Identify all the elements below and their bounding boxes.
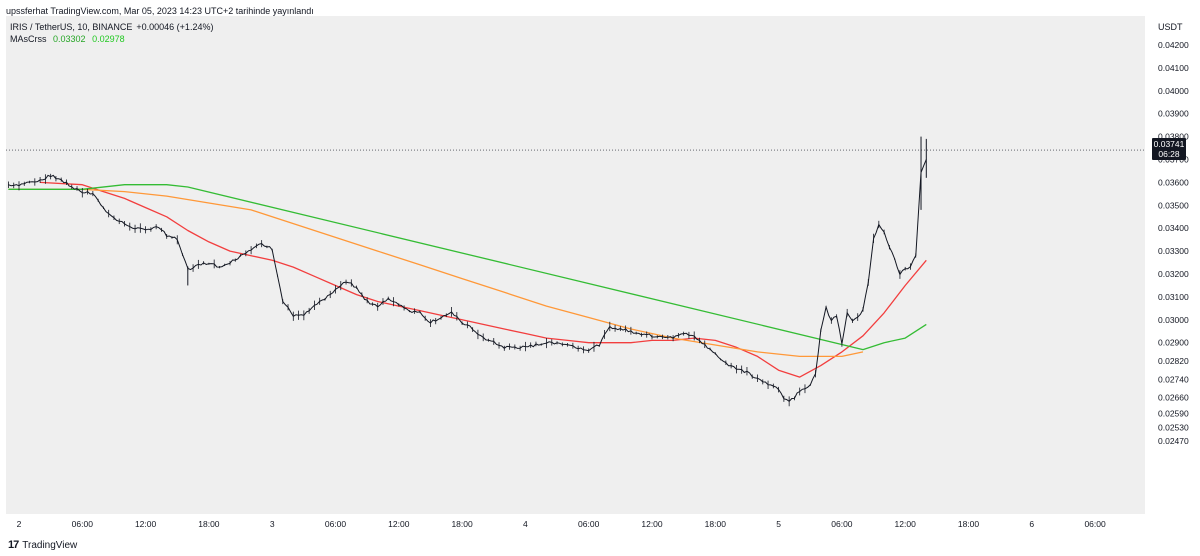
tradingview-logo[interactable]: 17 TradingView: [8, 539, 77, 551]
x-tick-label: 5: [776, 519, 781, 529]
y-tick-label: 0.03800: [1158, 132, 1189, 142]
plot-area: [6, 16, 1145, 514]
ma-fast-line: [40, 181, 927, 378]
moving-averages: [8, 181, 927, 378]
current-price: 0.03741: [1153, 139, 1185, 149]
bar-countdown: 06:28: [1158, 149, 1180, 159]
y-tick-label: 0.02530: [1158, 422, 1189, 432]
y-tick-label: 0.02590: [1158, 409, 1189, 419]
x-tick-label: 12:00: [641, 519, 663, 529]
x-tick-label: 12:00: [135, 519, 157, 529]
ma-slow-line: [8, 188, 864, 358]
x-axis-labels: 2 06:00 12:00 18:00 3 06:00 12:00 18:00 4 06:00 12…: [17, 519, 1106, 529]
tradingview-logo-text: TradingView: [22, 539, 78, 551]
x-tick-label: 06:00: [72, 519, 94, 529]
ma-cross-line: [8, 184, 927, 351]
symbol-title: IRIS / TetherUS, 10, BINANCE: [10, 22, 133, 32]
y-axis-labels: 0.042000.041000.040000.039000.038000.037…: [1158, 40, 1189, 446]
x-tick-label: 6: [1029, 519, 1034, 529]
y-tick-label: 0.04200: [1158, 40, 1189, 50]
x-tick-label: 12:00: [895, 519, 917, 529]
x-tick-label: 06:00: [831, 519, 853, 529]
x-tick-label: 06:00: [325, 519, 347, 529]
y-tick-label: 0.04000: [1158, 86, 1189, 96]
x-tick-label: 3: [270, 519, 275, 529]
price-unit: USDT: [1158, 22, 1183, 32]
x-tick-label: 2: [17, 519, 22, 529]
price-change: +0.00046 (+1.24%): [136, 22, 214, 32]
y-tick-label: 0.03400: [1158, 223, 1189, 233]
x-tick-label: 06:00: [578, 519, 600, 529]
current-price-badge: 0.03741 06:28: [1152, 138, 1186, 160]
symbol-legend[interactable]: IRIS / TetherUS, 10, BINANCE +0.00046 (+1…: [10, 22, 217, 32]
y-tick-label: 0.02660: [1158, 393, 1189, 403]
price-line: [8, 159, 927, 402]
x-tick-label: 18:00: [705, 519, 727, 529]
y-tick-label: 0.02470: [1158, 436, 1189, 446]
publish-info: upssferhat TradingView.com, Mar 05, 2023…: [6, 6, 314, 16]
x-tick-label: 12:00: [388, 519, 410, 529]
y-tick-label: 0.03300: [1158, 246, 1189, 256]
y-tick-label: 0.02740: [1158, 374, 1189, 384]
y-tick-label: 0.02900: [1158, 338, 1189, 348]
x-tick-label: 06:00: [1084, 519, 1106, 529]
indicator-name: MAsCrss: [10, 34, 47, 44]
y-tick-label: 0.03000: [1158, 315, 1189, 325]
tradingview-logo-icon: 17: [8, 539, 19, 551]
x-tick-label: 18:00: [451, 519, 473, 529]
price-series: [8, 136, 927, 407]
y-tick-label: 0.03200: [1158, 269, 1189, 279]
y-tick-label: 0.03900: [1158, 109, 1189, 119]
x-tick-label: 18:00: [198, 519, 220, 529]
y-tick-label: 0.02820: [1158, 356, 1189, 366]
y-tick-label: 0.03100: [1158, 292, 1189, 302]
x-tick-label: 4: [523, 519, 528, 529]
y-tick-label: 0.04100: [1158, 63, 1189, 73]
y-tick-label: 0.03500: [1158, 200, 1189, 210]
x-tick-label: 18:00: [958, 519, 980, 529]
y-tick-label: 0.03600: [1158, 177, 1189, 187]
indicator-legend[interactable]: MAsCrss 0.03302 0.02978: [10, 34, 129, 44]
indicator-value-1: 0.03302: [53, 34, 86, 44]
indicator-value-2: 0.02978: [92, 34, 125, 44]
